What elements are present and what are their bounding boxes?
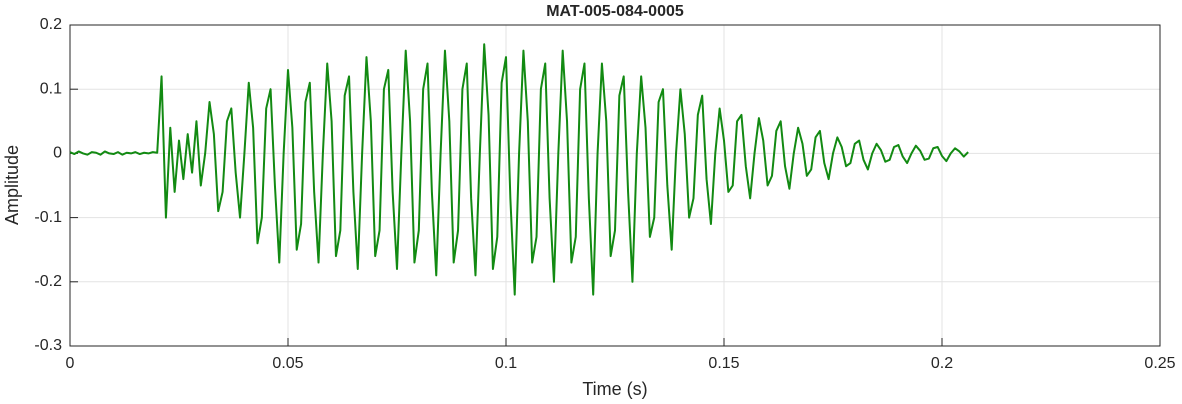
x-tick-label: 0.25 [1144, 355, 1175, 372]
x-tick-label: 0.2 [931, 355, 953, 372]
x-tick-label: 0 [66, 355, 75, 372]
y-tick-label: -0.2 [34, 273, 62, 290]
y-tick-label: -0.1 [34, 209, 62, 226]
y-tick-label: 0.1 [40, 80, 62, 97]
x-tick-label: 0.05 [272, 355, 303, 372]
y-axis-label: Amplitude [2, 145, 22, 225]
x-tick-label: 0.15 [708, 355, 739, 372]
y-tick-label: -0.3 [34, 337, 62, 354]
waveform-line [69, 43, 969, 296]
y-tick-label: 0.2 [40, 16, 62, 33]
x-tick-label: 0.1 [495, 355, 517, 372]
x-axis-label: Time (s) [582, 379, 647, 399]
y-tick-label: 0 [53, 145, 62, 162]
plot-frame [69, 24, 1161, 347]
chart-title: MAT-005-084-0005 [546, 3, 684, 20]
